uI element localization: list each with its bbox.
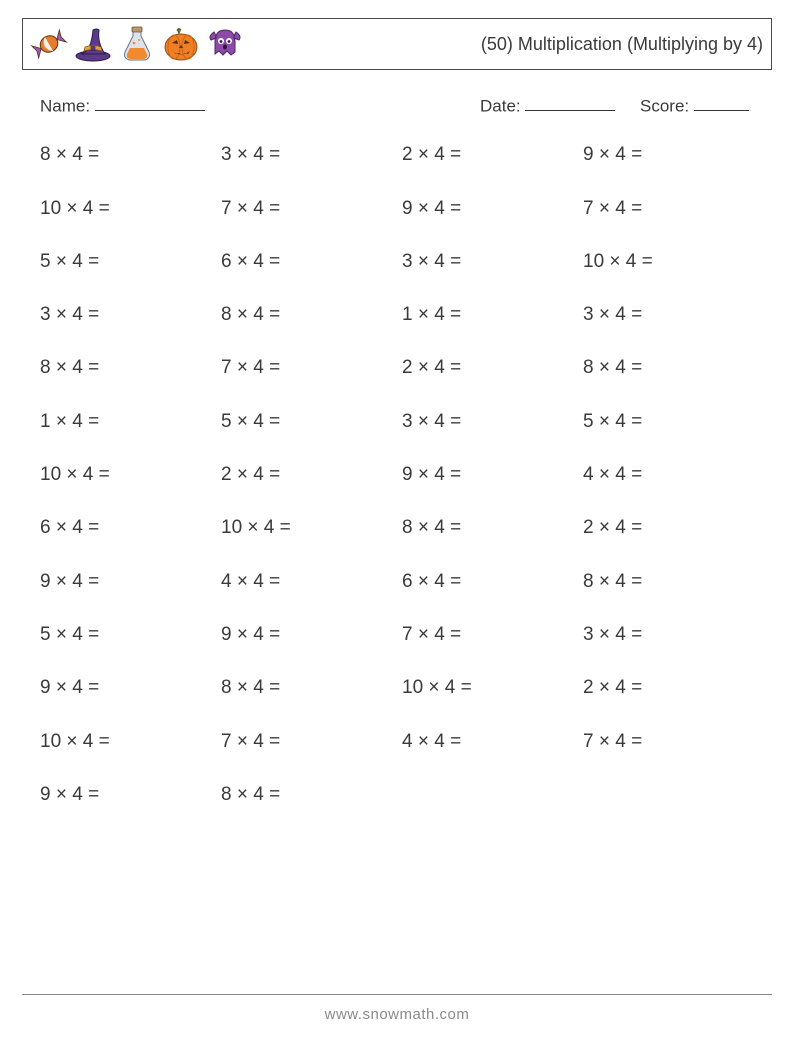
problem-item: 8 × 4 =	[583, 357, 754, 379]
worksheet-title: (50) Multiplication (Multiplying by 4)	[481, 34, 763, 55]
potion-icon	[117, 24, 157, 64]
problem-item: 4 × 4 =	[583, 464, 754, 486]
problem-item: 9 × 4 =	[40, 784, 211, 806]
problem-item: 6 × 4 =	[40, 517, 211, 539]
problem-item: 7 × 4 =	[221, 198, 392, 220]
problem-item: 7 × 4 =	[221, 357, 392, 379]
candy-icon	[29, 24, 69, 64]
problem-item: 6 × 4 =	[402, 571, 573, 593]
problem-item: 9 × 4 =	[402, 464, 573, 486]
problem-item: 1 × 4 =	[402, 304, 573, 326]
problem-item: 5 × 4 =	[40, 624, 211, 646]
problem-item: 5 × 4 =	[583, 411, 754, 433]
problem-item: 8 × 4 =	[40, 357, 211, 379]
problem-item: 5 × 4 =	[40, 251, 211, 273]
problem-item: 7 × 4 =	[221, 731, 392, 753]
problem-item: 5 × 4 =	[221, 411, 392, 433]
problem-item: 2 × 4 =	[402, 357, 573, 379]
problem-item: 1 × 4 =	[40, 411, 211, 433]
problem-item: 8 × 4 =	[40, 144, 211, 166]
problem-item: 3 × 4 =	[583, 624, 754, 646]
ghost-icon	[205, 24, 245, 64]
problem-item: 7 × 4 =	[402, 624, 573, 646]
problem-item: 9 × 4 =	[402, 198, 573, 220]
score-label: Score:	[640, 96, 689, 115]
problem-item: 4 × 4 =	[402, 731, 573, 753]
header-box: (50) Multiplication (Multiplying by 4)	[22, 18, 772, 70]
problem-item: 2 × 4 =	[583, 517, 754, 539]
footer-text: www.snowmath.com	[0, 1006, 794, 1023]
problem-item: 8 × 4 =	[402, 517, 573, 539]
problems-grid: 8 × 4 = 3 × 4 = 2 × 4 = 9 × 4 = 10 × 4 = 7 × …	[22, 144, 772, 806]
problem-item: 3 × 4 =	[402, 251, 573, 273]
name-blank[interactable]	[95, 96, 205, 111]
date-blank[interactable]	[525, 96, 615, 111]
problem-item: 6 × 4 =	[221, 251, 392, 273]
problem-item: 7 × 4 =	[583, 731, 754, 753]
score-blank[interactable]	[694, 96, 749, 111]
witch-hat-icon	[73, 24, 113, 64]
problem-item: 8 × 4 =	[221, 304, 392, 326]
info-row: Name: Date: Score:	[22, 96, 772, 116]
problem-item: 8 × 4 =	[583, 571, 754, 593]
problem-item: 10 × 4 =	[40, 198, 211, 220]
footer-divider	[22, 994, 772, 995]
problem-item: 9 × 4 =	[40, 571, 211, 593]
problem-item: 10 × 4 =	[40, 731, 211, 753]
problem-item: 10 × 4 =	[402, 677, 573, 699]
problem-item: 9 × 4 =	[40, 677, 211, 699]
header-icons	[29, 24, 245, 64]
problem-item: 7 × 4 =	[583, 198, 754, 220]
problem-item: 10 × 4 =	[40, 464, 211, 486]
problem-item: 3 × 4 =	[221, 144, 392, 166]
date-label: Date:	[480, 96, 521, 115]
problem-item: 9 × 4 =	[221, 624, 392, 646]
problem-item: 10 × 4 =	[583, 251, 754, 273]
problem-item: 8 × 4 =	[221, 677, 392, 699]
problem-item: 8 × 4 =	[221, 784, 392, 806]
problem-item: 2 × 4 =	[221, 464, 392, 486]
problem-item: 9 × 4 =	[583, 144, 754, 166]
problem-item: 3 × 4 =	[40, 304, 211, 326]
problem-item: 10 × 4 =	[221, 517, 392, 539]
problem-item: 3 × 4 =	[583, 304, 754, 326]
problem-item: 2 × 4 =	[583, 677, 754, 699]
problem-item: 4 × 4 =	[221, 571, 392, 593]
problem-item: 2 × 4 =	[402, 144, 573, 166]
name-label: Name:	[40, 96, 90, 115]
pumpkin-icon	[161, 24, 201, 64]
problem-item: 3 × 4 =	[402, 411, 573, 433]
